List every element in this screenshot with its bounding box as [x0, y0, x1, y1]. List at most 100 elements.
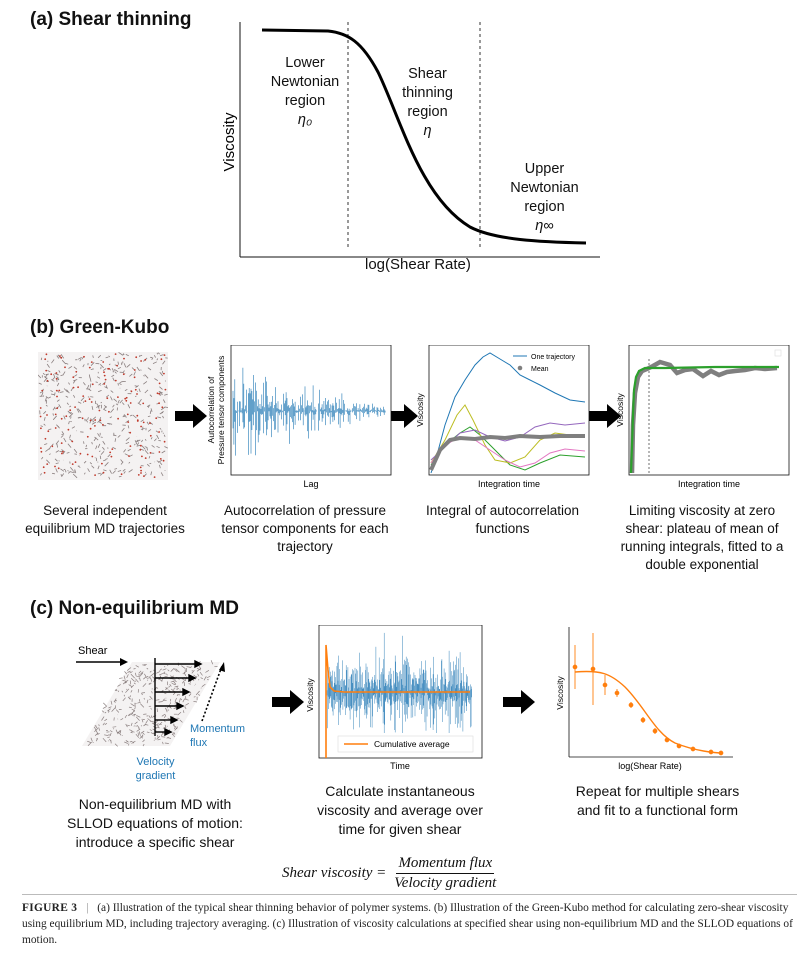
atom-dot — [125, 396, 128, 399]
velocity-arrowhead-icon — [194, 659, 203, 669]
atom-dot — [72, 376, 75, 379]
atom-dot — [133, 376, 136, 379]
atom-dot — [136, 420, 139, 422]
atom-dot — [162, 459, 165, 462]
c-caption-3: Repeat for multiple shears and fit to a … — [575, 783, 740, 818]
atom-dot — [134, 388, 137, 391]
atom-dot — [54, 427, 57, 429]
atom-dot — [140, 444, 142, 447]
atom-dot — [55, 372, 58, 374]
atom-dot — [51, 445, 54, 448]
atom-dot — [153, 476, 156, 478]
atom-dot — [136, 393, 138, 395]
acf-xlabel: Lag — [303, 479, 318, 489]
atom-dot — [104, 378, 107, 381]
velocity-arrowhead-icon — [188, 673, 197, 683]
atom-dot — [45, 369, 48, 372]
atom-dot — [60, 356, 63, 359]
atom-dot — [46, 463, 49, 465]
atom-dot — [101, 462, 103, 465]
region-lower: Lower Newtonian region η₀ — [265, 54, 345, 130]
atom-dot — [50, 373, 53, 376]
atom-dot — [67, 428, 70, 431]
atom-dot — [74, 406, 76, 408]
atom-dot — [109, 451, 112, 454]
atom-dot — [94, 474, 96, 476]
atom-dot — [43, 471, 46, 474]
limiting-xlabel: Integration time — [678, 479, 740, 489]
region-upper-line1: Upper — [524, 161, 565, 177]
atom-dot — [103, 371, 105, 374]
atom-dot — [116, 364, 118, 367]
atom-dot — [140, 425, 142, 428]
atom-dot — [163, 440, 166, 443]
legend-dot-icon — [517, 365, 523, 371]
atom-dot — [46, 414, 48, 416]
eta: η — [423, 123, 432, 139]
velocity-arrowhead-icon — [164, 727, 173, 737]
data-point — [628, 702, 634, 708]
atom-dot — [108, 410, 110, 413]
atom-dot — [124, 397, 127, 400]
legend-mean: Mean — [531, 366, 549, 373]
atom-dot — [149, 434, 152, 437]
atom-dot — [83, 355, 85, 358]
atom-dot — [117, 417, 119, 420]
atom-dot — [103, 374, 106, 377]
atom-dot — [111, 448, 114, 450]
atom-dot — [159, 458, 162, 460]
atom-dot — [75, 370, 78, 373]
legend-box — [337, 735, 474, 753]
integral-plot: One trajectory Mean Viscosity Integratio… — [415, 345, 590, 489]
figure-label: FIGURE 3 — [22, 902, 78, 914]
atom-dot — [99, 419, 102, 422]
atom-dot — [144, 358, 147, 361]
fit-xlabel: log(Shear Rate) — [618, 761, 682, 771]
atom-dot — [60, 442, 63, 444]
atom-dot — [81, 417, 84, 420]
atom-dot — [58, 389, 61, 392]
atom-dot — [88, 398, 91, 400]
acf-ylabel-2: Pressure tensor components — [216, 356, 226, 465]
atom-dot — [102, 423, 104, 426]
atom-dot — [103, 383, 106, 385]
atom-dot — [158, 431, 160, 433]
caption-divider — [22, 894, 797, 895]
atom-dot — [86, 435, 89, 438]
atom-dot — [56, 395, 58, 398]
fit-ylabel: Viscosity — [555, 676, 565, 710]
formula-lhs: Shear viscosity = — [282, 865, 387, 881]
atom-dot — [161, 406, 164, 409]
atom-dot — [71, 440, 74, 443]
atom-dot — [129, 445, 132, 447]
atom-dot — [155, 417, 158, 420]
atom-dot — [79, 452, 82, 455]
atom-dot — [55, 377, 58, 380]
atom-dot — [142, 402, 145, 405]
atom-dot — [133, 369, 136, 371]
atom-dot — [160, 358, 163, 361]
atom-dot — [82, 395, 85, 397]
atom-dot — [61, 452, 63, 455]
atom-dot — [158, 402, 160, 405]
atom-dot — [108, 367, 110, 370]
atom-dot — [158, 392, 161, 395]
atom-dot — [39, 415, 42, 418]
data-point — [652, 728, 658, 734]
data-point — [640, 717, 646, 723]
instant-xlabel: Time — [390, 761, 410, 771]
atom-dot — [62, 450, 64, 453]
instantaneous-viscosity-plot: Cumulative average Viscosity Time — [305, 625, 483, 771]
atom-dot — [89, 419, 92, 422]
atom-dot — [102, 471, 105, 474]
atom-dot — [114, 353, 117, 355]
region-lower-line1: Lower — [285, 55, 325, 71]
atom-dot — [44, 437, 47, 440]
black-right-arrow-icon — [503, 690, 535, 714]
atom-dot — [142, 421, 145, 424]
data-point — [718, 750, 724, 756]
velocity-arrowhead-icon — [170, 715, 179, 725]
atom-dot — [56, 407, 59, 410]
atom-dot — [90, 401, 93, 403]
momentum-flux-label: Momentum flux — [190, 723, 246, 749]
